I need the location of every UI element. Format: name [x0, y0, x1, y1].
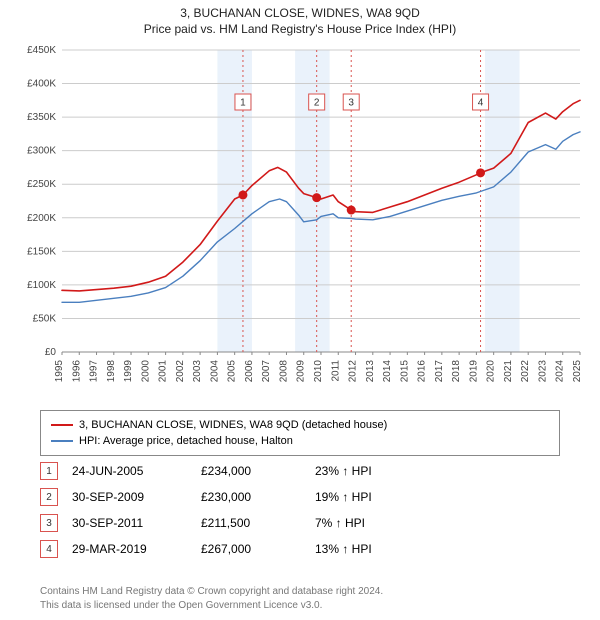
sale-price: £267,000	[201, 542, 301, 556]
sale-row: 3 30-SEP-2011 £211,500 7% ↑ HPI	[40, 510, 560, 536]
svg-text:2003: 2003	[192, 360, 203, 383]
svg-text:2005: 2005	[227, 360, 238, 383]
sale-marker: 3	[40, 514, 58, 532]
svg-text:£100K: £100K	[27, 280, 56, 291]
svg-text:2009: 2009	[296, 360, 307, 383]
svg-text:£150K: £150K	[27, 246, 56, 257]
svg-text:2014: 2014	[382, 360, 393, 383]
svg-text:2013: 2013	[365, 360, 376, 383]
legend: 3, BUCHANAN CLOSE, WIDNES, WA8 9QD (deta…	[40, 410, 560, 456]
svg-text:2008: 2008	[278, 360, 289, 383]
svg-text:£400K: £400K	[27, 79, 56, 90]
sales-table: 1 24-JUN-2005 £234,000 23% ↑ HPI 2 30-SE…	[40, 458, 560, 562]
svg-text:2012: 2012	[348, 360, 359, 383]
svg-text:2011: 2011	[330, 360, 341, 382]
svg-text:1999: 1999	[123, 360, 134, 383]
svg-text:£0: £0	[45, 347, 57, 358]
sale-date: 30-SEP-2009	[72, 490, 187, 504]
legend-swatch	[51, 424, 73, 426]
svg-text:2017: 2017	[434, 360, 445, 383]
svg-text:2025: 2025	[572, 360, 583, 383]
svg-text:2018: 2018	[451, 360, 462, 383]
sale-marker: 1	[40, 462, 58, 480]
svg-text:2019: 2019	[468, 360, 479, 383]
sale-price: £230,000	[201, 490, 301, 504]
svg-text:1997: 1997	[89, 360, 100, 383]
footnote-line1: Contains HM Land Registry data © Crown c…	[40, 585, 580, 599]
title-line2: Price paid vs. HM Land Registry's House …	[0, 22, 600, 36]
legend-row: 3, BUCHANAN CLOSE, WIDNES, WA8 9QD (deta…	[51, 417, 549, 433]
sale-date: 29-MAR-2019	[72, 542, 187, 556]
svg-text:1: 1	[240, 98, 246, 109]
svg-text:2006: 2006	[244, 360, 255, 383]
sale-pct: 23% ↑ HPI	[315, 464, 425, 478]
svg-text:2007: 2007	[261, 360, 272, 383]
sale-pct: 7% ↑ HPI	[315, 516, 425, 530]
svg-text:2022: 2022	[520, 360, 531, 383]
legend-label: 3, BUCHANAN CLOSE, WIDNES, WA8 9QD (deta…	[79, 417, 387, 433]
svg-text:2015: 2015	[399, 360, 410, 383]
sale-price: £234,000	[201, 464, 301, 478]
sale-pct: 13% ↑ HPI	[315, 542, 425, 556]
chart: £0 £50K £100K £150K £200K £250K £300K £350K £400…	[10, 42, 590, 402]
svg-text:3: 3	[348, 98, 354, 109]
sale-marker: 4	[40, 540, 58, 558]
title-block: 3, BUCHANAN CLOSE, WIDNES, WA8 9QD Price…	[0, 0, 600, 36]
svg-text:2021: 2021	[503, 360, 514, 383]
svg-text:1995: 1995	[54, 360, 65, 383]
svg-text:£450K: £450K	[27, 45, 56, 56]
svg-text:1998: 1998	[106, 360, 117, 383]
svg-text:£350K: £350K	[27, 112, 56, 123]
svg-text:2024: 2024	[555, 360, 566, 383]
sale-date: 30-SEP-2011	[72, 516, 187, 530]
sale-row: 2 30-SEP-2009 £230,000 19% ↑ HPI	[40, 484, 560, 510]
chart-svg: £0 £50K £100K £150K £200K £250K £300K £350K £400…	[10, 42, 590, 402]
footnote: Contains HM Land Registry data © Crown c…	[40, 585, 580, 612]
title-line1: 3, BUCHANAN CLOSE, WIDNES, WA8 9QD	[0, 6, 600, 20]
svg-text:2023: 2023	[537, 360, 548, 383]
footnote-line2: This data is licensed under the Open Gov…	[40, 599, 580, 613]
svg-text:2010: 2010	[313, 360, 324, 383]
svg-text:2004: 2004	[209, 360, 220, 383]
sale-row: 4 29-MAR-2019 £267,000 13% ↑ HPI	[40, 536, 560, 562]
sale-date: 24-JUN-2005	[72, 464, 187, 478]
svg-text:2002: 2002	[175, 360, 186, 383]
svg-text:2020: 2020	[486, 360, 497, 383]
svg-text:2: 2	[314, 98, 320, 109]
legend-label: HPI: Average price, detached house, Halt…	[79, 433, 293, 449]
sale-marker: 2	[40, 488, 58, 506]
legend-row: HPI: Average price, detached house, Halt…	[51, 433, 549, 449]
svg-text:£300K: £300K	[27, 146, 56, 157]
sale-pct: 19% ↑ HPI	[315, 490, 425, 504]
svg-text:2001: 2001	[158, 360, 169, 383]
svg-text:2016: 2016	[417, 360, 428, 383]
svg-text:£50K: £50K	[33, 313, 57, 324]
svg-text:4: 4	[478, 98, 484, 109]
svg-text:£250K: £250K	[27, 179, 56, 190]
sale-row: 1 24-JUN-2005 £234,000 23% ↑ HPI	[40, 458, 560, 484]
legend-swatch	[51, 440, 73, 442]
svg-text:2000: 2000	[140, 360, 151, 383]
svg-text:£200K: £200K	[27, 213, 56, 224]
sale-price: £211,500	[201, 516, 301, 530]
svg-text:1996: 1996	[71, 360, 82, 383]
